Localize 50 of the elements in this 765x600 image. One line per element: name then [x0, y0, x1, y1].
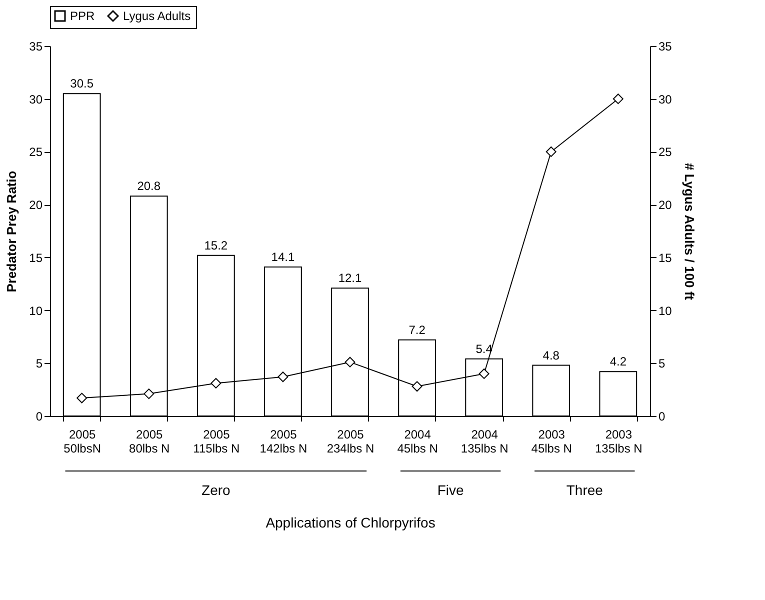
- data-label: 12.1: [338, 271, 362, 286]
- y2-tick-label: 20: [658, 198, 672, 212]
- y-tick-label: 0: [36, 410, 43, 424]
- data-label: 4.8: [542, 348, 560, 362]
- y-tick-label: 10: [29, 304, 43, 318]
- y2-tick-label: 35: [658, 40, 672, 54]
- y-tick-label: 35: [29, 40, 43, 54]
- x-tick-label: 2003 45lbs N: [531, 428, 572, 456]
- point: [278, 372, 288, 382]
- y2-tick-label: 25: [658, 145, 672, 160]
- y2-tick-label: 0: [658, 410, 666, 424]
- point: [210, 378, 222, 388]
- data-label: 15.2: [204, 238, 228, 252]
- x-tick-label: 2003 135lbs N: [594, 428, 642, 456]
- point: [546, 146, 556, 157]
- y-axis-title: Predator Prey Ratio: [4, 170, 20, 292]
- y-tick-label: 5: [36, 356, 43, 371]
- y-tick-label: 30: [29, 92, 43, 106]
- x-tick-label: 2004 135lbs N: [460, 428, 508, 456]
- x-tick-label: 2005 142lbs N: [260, 428, 308, 456]
- x-tick-label: 2005 80lbs N: [129, 428, 170, 456]
- text: Five: [437, 482, 464, 498]
- text: Zero: [202, 482, 231, 498]
- point: [76, 392, 88, 404]
- point: [144, 388, 154, 400]
- y-tick-label: 25: [29, 145, 43, 160]
- data-label: 14.1: [271, 250, 295, 264]
- point: [344, 356, 356, 368]
- x-axis-title: Applications of Chlorpyrifos: [266, 514, 436, 530]
- x-tick-label: 2005 50lbsN: [64, 428, 102, 456]
- y2-tick-label: 15: [658, 250, 672, 265]
- y2-tick-label: 5: [658, 356, 666, 371]
- x-tick-label: 2004 45lbs N: [397, 428, 438, 456]
- data-label: 30.5: [70, 76, 94, 91]
- y2-axis-title: # Lygus Adults / 100 ft: [682, 162, 697, 301]
- legend-label: PPR: [70, 9, 96, 23]
- y2-tick-label: 10: [658, 304, 672, 318]
- data-label: 4.2: [610, 354, 627, 369]
- y-tick-label: 20: [29, 198, 43, 212]
- y-tick-label: 15: [29, 250, 43, 265]
- data-label: 7.2: [408, 322, 426, 337]
- x-tick-label: 2005 115lbs N: [193, 428, 240, 456]
- y2-tick-label: 30: [658, 92, 672, 106]
- point: [612, 94, 624, 104]
- data-label: 20.8: [137, 179, 161, 194]
- point: [412, 381, 422, 392]
- legend-label: Lygus Adults: [123, 9, 191, 23]
- point: [478, 368, 490, 379]
- x-tick-label: 2005 234lbs N: [326, 428, 374, 456]
- text: Three: [566, 482, 604, 498]
